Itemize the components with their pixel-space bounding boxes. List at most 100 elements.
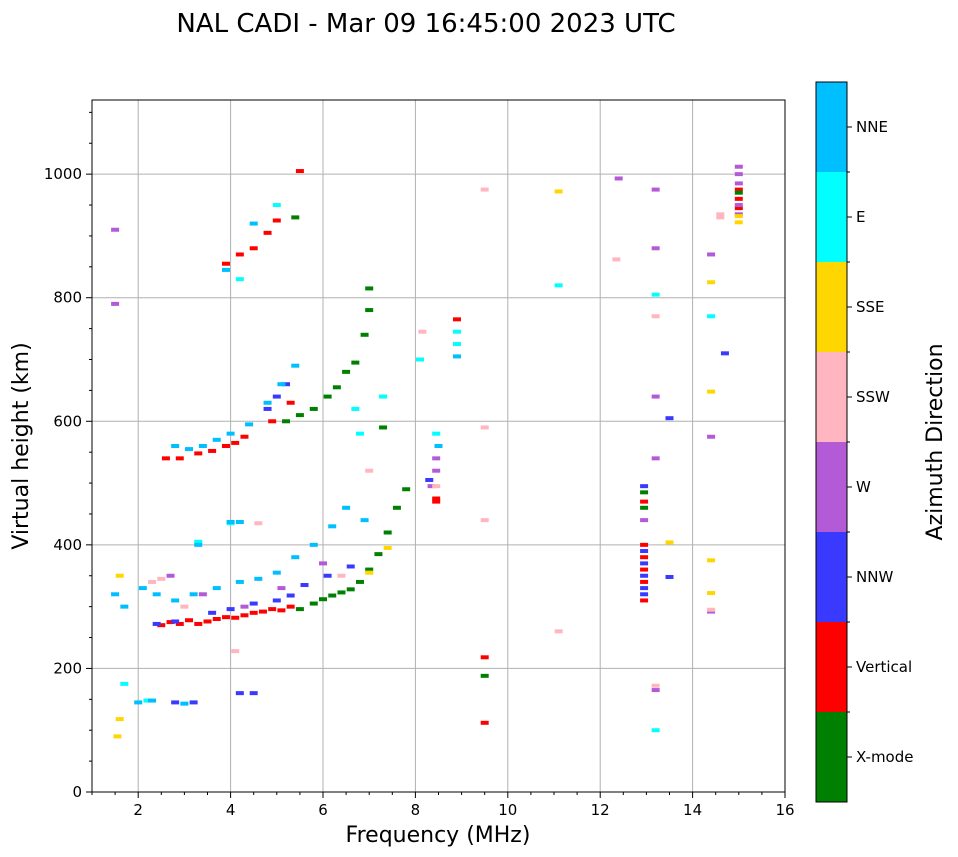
data-point bbox=[640, 561, 649, 566]
data-point bbox=[263, 230, 272, 235]
data-point bbox=[221, 444, 230, 448]
data-point bbox=[138, 586, 147, 591]
data-point bbox=[152, 621, 161, 626]
data-point bbox=[240, 613, 249, 618]
data-point bbox=[272, 598, 281, 603]
data-point bbox=[111, 592, 120, 597]
series-nne bbox=[111, 221, 461, 706]
data-point bbox=[249, 221, 258, 226]
data-point bbox=[640, 567, 649, 572]
data-point bbox=[342, 505, 351, 510]
data-point bbox=[365, 468, 374, 473]
data-point bbox=[212, 617, 221, 621]
data-point bbox=[282, 382, 291, 387]
data-point bbox=[249, 610, 258, 615]
data-point bbox=[427, 484, 436, 489]
data-point bbox=[171, 444, 180, 448]
data-point bbox=[272, 218, 281, 223]
data-point bbox=[143, 698, 152, 703]
data-point bbox=[707, 280, 716, 285]
data-point bbox=[651, 187, 660, 192]
data-point bbox=[432, 431, 441, 436]
data-point bbox=[198, 444, 207, 448]
data-point bbox=[651, 683, 660, 688]
data-point bbox=[651, 728, 660, 733]
data-point bbox=[480, 673, 489, 678]
data-point bbox=[171, 598, 180, 603]
data-point bbox=[614, 176, 623, 181]
data-point bbox=[268, 607, 277, 612]
data-point bbox=[189, 700, 198, 705]
data-point bbox=[480, 655, 489, 660]
data-point bbox=[180, 604, 189, 609]
data-point bbox=[291, 215, 300, 220]
data-point bbox=[640, 499, 649, 504]
data-point bbox=[254, 576, 263, 581]
data-point bbox=[383, 545, 392, 550]
data-point bbox=[452, 354, 461, 359]
data-point bbox=[716, 212, 725, 217]
data-point bbox=[249, 691, 258, 696]
x-tick-label: 8 bbox=[411, 801, 421, 819]
data-point bbox=[185, 447, 194, 452]
data-point bbox=[734, 187, 743, 192]
data-point bbox=[231, 649, 240, 654]
data-point bbox=[432, 484, 441, 489]
data-point bbox=[226, 431, 235, 436]
data-point bbox=[208, 448, 217, 453]
data-point bbox=[161, 456, 170, 461]
colorbar-label: Vertical bbox=[856, 658, 912, 676]
data-point bbox=[263, 400, 272, 405]
series-vertical bbox=[157, 169, 743, 725]
data-point bbox=[360, 518, 369, 523]
data-point bbox=[351, 406, 360, 411]
data-point bbox=[452, 329, 461, 334]
data-point bbox=[640, 542, 649, 547]
data-point bbox=[272, 203, 281, 208]
data-point bbox=[300, 583, 309, 588]
colorbar-label: SSW bbox=[856, 388, 890, 406]
data-point bbox=[640, 518, 649, 523]
data-point bbox=[245, 422, 254, 427]
series-sse bbox=[113, 189, 743, 739]
data-point bbox=[734, 203, 743, 208]
colorbar-swatch bbox=[816, 442, 847, 532]
data-point bbox=[383, 530, 392, 535]
data-point bbox=[323, 573, 332, 578]
colorbar-label: W bbox=[856, 478, 871, 496]
data-point bbox=[432, 499, 441, 504]
series-nnw bbox=[152, 351, 729, 705]
data-point bbox=[707, 607, 716, 612]
data-point bbox=[328, 524, 337, 529]
data-point bbox=[374, 552, 383, 557]
data-point bbox=[189, 592, 198, 597]
data-point bbox=[734, 214, 743, 219]
data-point bbox=[346, 564, 355, 569]
data-point bbox=[346, 587, 355, 592]
colorbar: X-mode Vertical NNW W SSW SSE E NNE bbox=[815, 81, 913, 803]
data-point bbox=[434, 444, 443, 448]
data-point bbox=[235, 579, 244, 584]
data-point bbox=[342, 369, 351, 374]
data-point bbox=[432, 456, 441, 461]
data-point bbox=[425, 477, 434, 482]
data-point bbox=[309, 542, 318, 547]
data-point bbox=[480, 187, 489, 192]
data-point bbox=[291, 363, 300, 368]
data-point bbox=[272, 570, 281, 575]
data-point bbox=[319, 561, 327, 566]
data-point bbox=[231, 615, 240, 620]
data-point bbox=[554, 629, 563, 634]
data-point bbox=[640, 573, 649, 578]
colorbar-label: NNE bbox=[856, 118, 888, 136]
series-e bbox=[120, 203, 716, 733]
data-point bbox=[707, 434, 716, 439]
data-point bbox=[640, 505, 649, 510]
data-point bbox=[203, 619, 212, 624]
data-point bbox=[480, 720, 489, 725]
data-point bbox=[379, 394, 388, 399]
data-point bbox=[286, 400, 295, 405]
data-point bbox=[240, 434, 249, 439]
axis-ticks: 2 4 6 8 10 12 14 16 0 200 400 600 800 1000 bbox=[44, 111, 795, 819]
